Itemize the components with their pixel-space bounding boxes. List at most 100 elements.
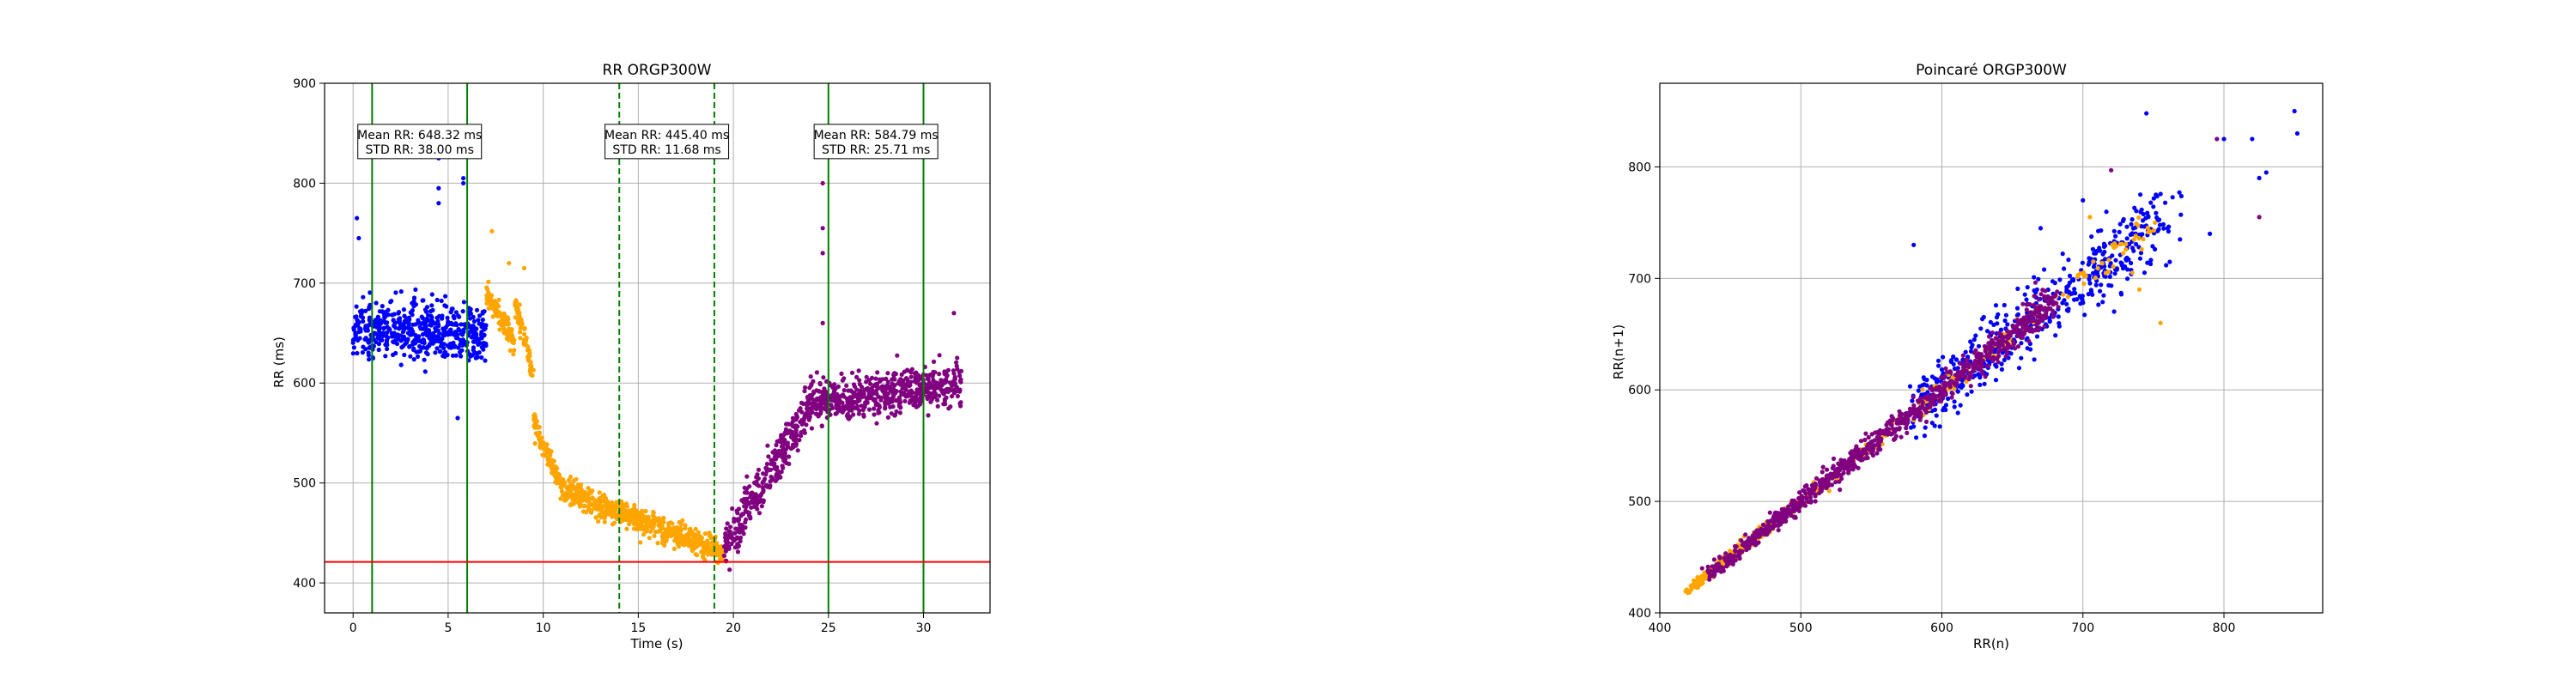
poincare-point-blue — [2117, 221, 2123, 227]
poincare-point-purple — [1783, 518, 1789, 524]
rr-point-orange — [683, 525, 688, 531]
rr-point-purple — [885, 383, 890, 389]
poincare-point-blue — [2161, 226, 2166, 231]
rr-point-purple — [896, 402, 902, 407]
rr-point-orange — [603, 496, 609, 501]
poincare-point-purple — [1911, 394, 1916, 400]
rr-point-blue — [359, 312, 364, 317]
poincare-point-purple — [2045, 306, 2050, 312]
poincare-point-blue — [2025, 285, 2030, 290]
rr-x-tick-label: 0 — [349, 621, 357, 635]
poincare-point-blue — [2081, 197, 2086, 203]
poincare-point-purple — [1991, 355, 1996, 360]
poincare-point-blue — [2155, 217, 2160, 223]
rr-point-purple — [778, 475, 783, 480]
poincare-point-blue — [2002, 302, 2007, 308]
rr-x-tick-label: 10 — [536, 621, 551, 635]
rr-point-orange — [661, 515, 666, 521]
rr-axes-frame — [324, 82, 991, 614]
poincare-point-purple — [1829, 482, 1834, 488]
poincare-point-purple — [1822, 478, 1827, 483]
rr-point-purple — [784, 460, 789, 466]
rr-point-purple — [793, 432, 799, 437]
rr-point-blue — [479, 330, 484, 335]
poincare-point-purple — [2038, 292, 2044, 297]
poincare-point-purple — [1891, 415, 1896, 421]
poincare-point-purple — [1876, 444, 1881, 449]
poincare-point-purple — [2042, 295, 2047, 300]
poincare-point-purple — [1889, 431, 1895, 436]
rr-point-orange — [664, 536, 669, 542]
poincare-point-orange — [2136, 287, 2142, 292]
poincare-point-orange — [1695, 574, 1700, 580]
rr-point-orange — [489, 228, 495, 233]
poincare-point-purple — [1941, 394, 1946, 399]
poincare-point-purple — [2004, 350, 2009, 355]
rr-x-tick-label: 20 — [726, 621, 741, 635]
poincare-point-purple — [1996, 360, 2001, 365]
rr-point-blue — [385, 330, 390, 335]
poincare-point-purple — [2000, 342, 2005, 348]
rr-point-purple — [737, 517, 742, 523]
poincare-point-purple — [2025, 313, 2030, 318]
poincare-point-purple — [2015, 318, 2020, 323]
rr-point-orange — [662, 532, 668, 537]
poincare-point-blue — [1935, 358, 1941, 363]
rr-point-purple — [841, 394, 847, 399]
rr-point-orange — [568, 474, 574, 480]
rr-point-orange — [709, 552, 714, 557]
poincare-point-purple — [1834, 466, 1839, 472]
rr-point-orange — [560, 482, 566, 487]
poincare-point-purple — [1792, 515, 1797, 520]
poincare-point-blue — [1973, 333, 1978, 338]
poincare-point-purple — [2040, 288, 2045, 293]
rr-point-orange — [574, 488, 580, 493]
rr-point-purple — [849, 370, 855, 375]
rr-point-blue — [471, 348, 476, 353]
poincare-point-orange — [2081, 281, 2087, 287]
rr-point-orange — [657, 523, 662, 528]
rr-point-blue — [479, 336, 484, 341]
rr-point-purple — [864, 396, 869, 401]
poincare-point-purple — [1711, 557, 1716, 562]
rr-point-blue — [373, 330, 378, 336]
rr-point-blue — [395, 332, 400, 337]
poincare-point-blue — [2019, 341, 2024, 346]
rr-point-blue — [355, 322, 360, 327]
rr-point-purple — [821, 375, 826, 380]
rr-point-purple — [735, 511, 740, 516]
poincare-point-blue — [2124, 224, 2129, 229]
rr-point-purple — [854, 374, 860, 379]
rr-point-blue — [420, 332, 426, 337]
poincare-point-orange — [1692, 578, 1697, 584]
rr-point-purple — [945, 386, 950, 391]
poincare-point-purple — [1946, 380, 1952, 385]
rr-point-orange — [553, 470, 558, 475]
rr-point-blue — [461, 300, 467, 305]
rr-point-purple — [926, 413, 931, 418]
rr-point-purple — [755, 506, 760, 512]
rr-point-purple — [925, 383, 930, 388]
rr-point-purple — [955, 355, 960, 361]
rr-y-axis-label: RR (ms) — [271, 336, 287, 388]
poincare-point-purple — [1797, 490, 1802, 495]
rr-point-purple — [822, 397, 827, 402]
rr-point-blue — [400, 330, 405, 335]
poincare-point-purple — [1869, 451, 1874, 456]
poincare-point-blue — [1982, 381, 1987, 386]
poincare-point-orange — [2129, 270, 2135, 276]
rr-x-tick-label: 25 — [821, 621, 836, 635]
rr-point-purple — [894, 409, 899, 414]
rr-stat-box-text: Mean RR: 445.40 ms — [605, 129, 729, 142]
poincare-point-blue — [2005, 322, 2010, 327]
poincare-point-blue — [2036, 276, 2041, 282]
rr-point-orange — [612, 520, 617, 525]
rr-point-blue — [421, 345, 426, 350]
rr-point-blue — [354, 304, 359, 309]
poincare-point-blue — [2096, 302, 2101, 307]
poincare-point-purple — [1955, 369, 1960, 374]
rr-point-blue — [471, 327, 476, 332]
rr-point-blue — [442, 303, 447, 308]
poincare-point-blue — [1934, 413, 1939, 418]
rr-point-orange — [561, 490, 566, 496]
